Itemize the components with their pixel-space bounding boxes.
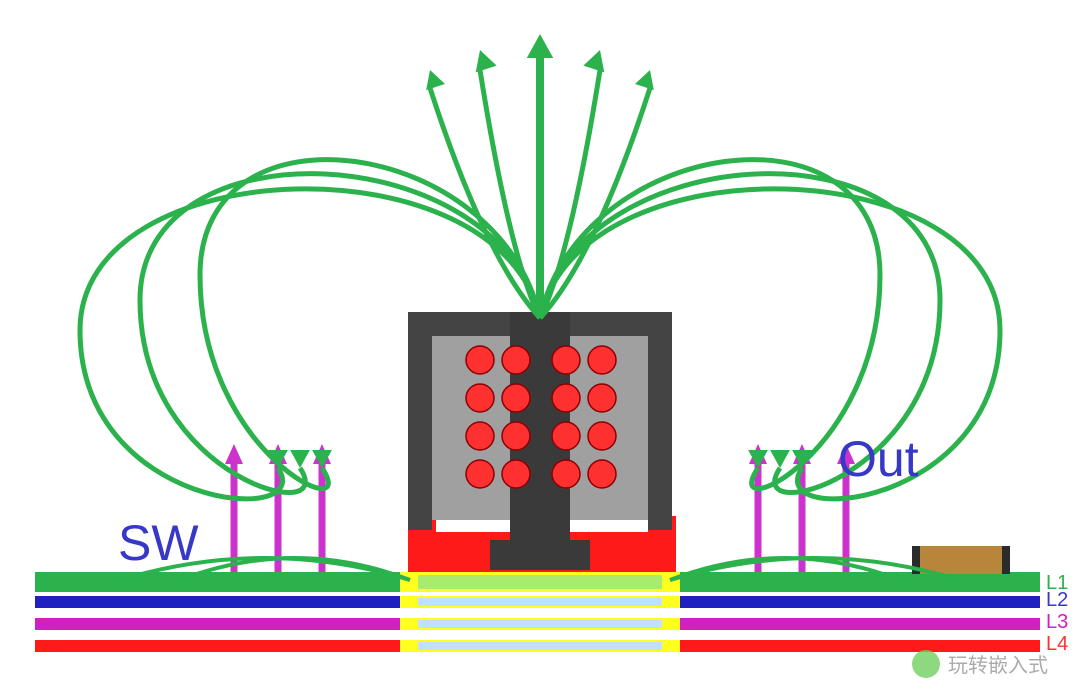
core-stem-foot xyxy=(490,540,590,570)
pcb-layer-label-L2: L2 xyxy=(1046,589,1068,611)
pcb-layer-label-L3: L3 xyxy=(1046,611,1068,633)
cap-out-end-r xyxy=(1002,546,1010,574)
winding-dot-0-2 xyxy=(466,422,494,450)
winding-dot-1-0 xyxy=(502,346,530,374)
winding-dot-0-0 xyxy=(466,346,494,374)
pcb-layer-label-L4: L4 xyxy=(1046,633,1068,655)
winding-dot-1-3 xyxy=(502,460,530,488)
winding-dot-2-0 xyxy=(552,346,580,374)
winding-dot-2-1 xyxy=(552,384,580,412)
pcb-center-inner-2 xyxy=(418,620,662,628)
pcb-center-inner-3 xyxy=(418,642,662,650)
winding-dot-0-1 xyxy=(466,384,494,412)
pcb-center-inner-0 xyxy=(418,575,662,589)
winding-dot-3-1 xyxy=(588,384,616,412)
winding-dot-0-3 xyxy=(466,460,494,488)
watermark-text: 玩转嵌入式 xyxy=(948,654,1048,677)
winding-dot-3-2 xyxy=(588,422,616,450)
label-sw: SW xyxy=(118,515,199,571)
winding-dot-1-2 xyxy=(502,422,530,450)
label-out: Out xyxy=(838,431,919,487)
winding-dot-1-1 xyxy=(502,384,530,412)
winding-dot-3-3 xyxy=(588,460,616,488)
winding-dot-2-3 xyxy=(552,460,580,488)
watermark-avatar xyxy=(912,650,940,678)
pcb-center-inner-1 xyxy=(418,598,662,606)
winding-dot-3-0 xyxy=(588,346,616,374)
winding-dot-2-2 xyxy=(552,422,580,450)
